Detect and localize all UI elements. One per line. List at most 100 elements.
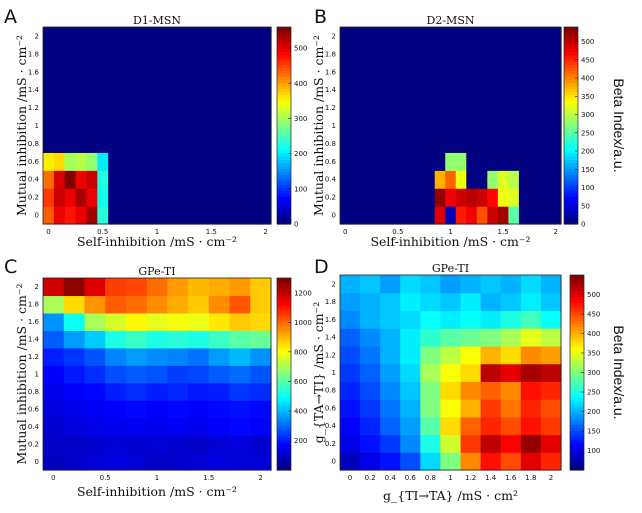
heatmap-cell: [108, 152, 120, 171]
y-tick-label: 1.2: [28, 104, 39, 112]
heatmap-cell: [43, 44, 55, 64]
heatmap-cell: [382, 134, 394, 153]
colorbar-tick-label: 200: [294, 437, 307, 445]
colorbar-segment: [570, 448, 584, 453]
heatmap-cell: [129, 170, 142, 189]
y-tick-label: 1.8: [28, 301, 39, 309]
heatmap-cell: [529, 116, 541, 136]
colorbar-segment: [277, 365, 291, 369]
heatmap-cell: [146, 452, 168, 471]
heatmap-cell: [520, 292, 542, 312]
heatmap-cell: [75, 80, 88, 100]
heatmap-cell: [508, 134, 520, 153]
heatmap-cell: [250, 400, 272, 419]
heatmap-cell: [500, 275, 522, 294]
colorbar-segment: [570, 299, 584, 304]
y-tick-label: 2: [332, 32, 336, 40]
heatmap-cell: [125, 435, 148, 454]
heatmap-cell: [455, 152, 467, 171]
heatmap-cell: [508, 170, 520, 189]
x-tick-label: 0.5: [392, 228, 403, 236]
heatmap-cell: [84, 347, 106, 366]
heatmap-cell: [216, 170, 229, 189]
heatmap-cell: [97, 206, 109, 225]
colorbar-segment: [277, 128, 291, 133]
heatmap-cell: [413, 44, 425, 64]
heatmap-cell: [53, 188, 66, 207]
colorbar-segment: [564, 76, 578, 80]
heatmap-cell: [43, 134, 55, 153]
heatmap-cell: [550, 80, 562, 100]
heatmap-cell: [476, 152, 488, 171]
heatmap-cell: [162, 62, 174, 82]
heatmap-cell: [497, 206, 509, 225]
heatmap-cell: [550, 116, 562, 136]
heatmap-cell: [43, 188, 55, 207]
y-tick-label: 1: [332, 369, 336, 377]
colorbar-segment: [277, 220, 291, 225]
colorbar-segment: [570, 415, 584, 419]
heatmap-cell: [260, 44, 272, 64]
colorbar-tick-label: 800: [294, 348, 307, 356]
colorbar-segment: [564, 110, 578, 114]
heatmap-cell: [350, 188, 362, 207]
colorbar-segment: [570, 305, 584, 310]
colorbar-segment: [570, 463, 584, 468]
heatmap-cell: [540, 452, 562, 471]
heatmap-cell: [216, 152, 229, 171]
colorbar-segment: [570, 424, 584, 428]
heatmap-cell: [413, 27, 425, 46]
colorbar-segment: [277, 60, 291, 65]
colorbar-segment: [277, 85, 291, 90]
heatmap-cell: [350, 134, 362, 153]
heatmap-cell: [460, 381, 482, 400]
heatmap-cell: [350, 44, 362, 64]
y-tick-label: 1.6: [325, 316, 337, 324]
heatmap-cell: [205, 98, 218, 118]
heatmap-cell: [340, 363, 361, 382]
heatmap-cell: [173, 98, 185, 118]
heatmap-cell: [108, 206, 120, 225]
heatmap-cell: [188, 417, 210, 436]
heatmap-cell: [64, 152, 77, 171]
heatmap-cell: [480, 345, 502, 365]
heatmap-cell: [480, 416, 502, 436]
heatmap-cell: [249, 27, 261, 46]
colorbar-segment: [570, 418, 584, 422]
heatmap-cell: [53, 170, 66, 189]
heatmap-cell: [229, 347, 251, 366]
heatmap-cell: [400, 452, 421, 471]
heatmap-cell: [184, 27, 196, 46]
colorbar-segment: [277, 134, 291, 139]
y-tick-label: 1.6: [28, 318, 40, 326]
colorbar-segment: [277, 202, 291, 207]
colorbar-segment: [570, 323, 584, 328]
heatmap-cell: [340, 134, 352, 153]
heatmap-cell: [43, 347, 65, 366]
heatmap-cell: [151, 80, 164, 100]
heatmap-cell: [151, 134, 164, 153]
heatmap-cell: [195, 98, 207, 118]
heatmap-cell: [97, 152, 109, 171]
colorbar-segment: [277, 320, 291, 324]
panel-d: D GPe-TI 0 0.2 0.4 0.6 0.8 1 1.2 1.4 1.6 1.8 2 0 0.2 0.…: [311, 256, 627, 503]
heatmap-cell: [360, 345, 381, 365]
heatmap-cell: [529, 188, 541, 207]
colorbar-segment: [277, 377, 291, 381]
heatmap-cell: [434, 116, 446, 136]
heatmap-cell: [413, 80, 425, 100]
heatmap-cell: [539, 206, 552, 225]
heatmap-cell: [140, 98, 153, 118]
y-tick-label: 1.8: [28, 50, 39, 58]
heatmap-cell: [500, 399, 522, 418]
heatmap-cell: [420, 434, 442, 453]
heatmap-cell: [540, 381, 562, 400]
heatmap-cell: [460, 452, 482, 471]
heatmap-cell: [227, 27, 240, 46]
colorbar-segment: [277, 380, 291, 384]
colorbar-segment: [564, 119, 578, 124]
colorbar-segment: [570, 387, 584, 392]
heatmap-cell: [382, 80, 394, 100]
heatmap-cell: [487, 62, 499, 82]
heatmap-cell: [53, 80, 66, 100]
